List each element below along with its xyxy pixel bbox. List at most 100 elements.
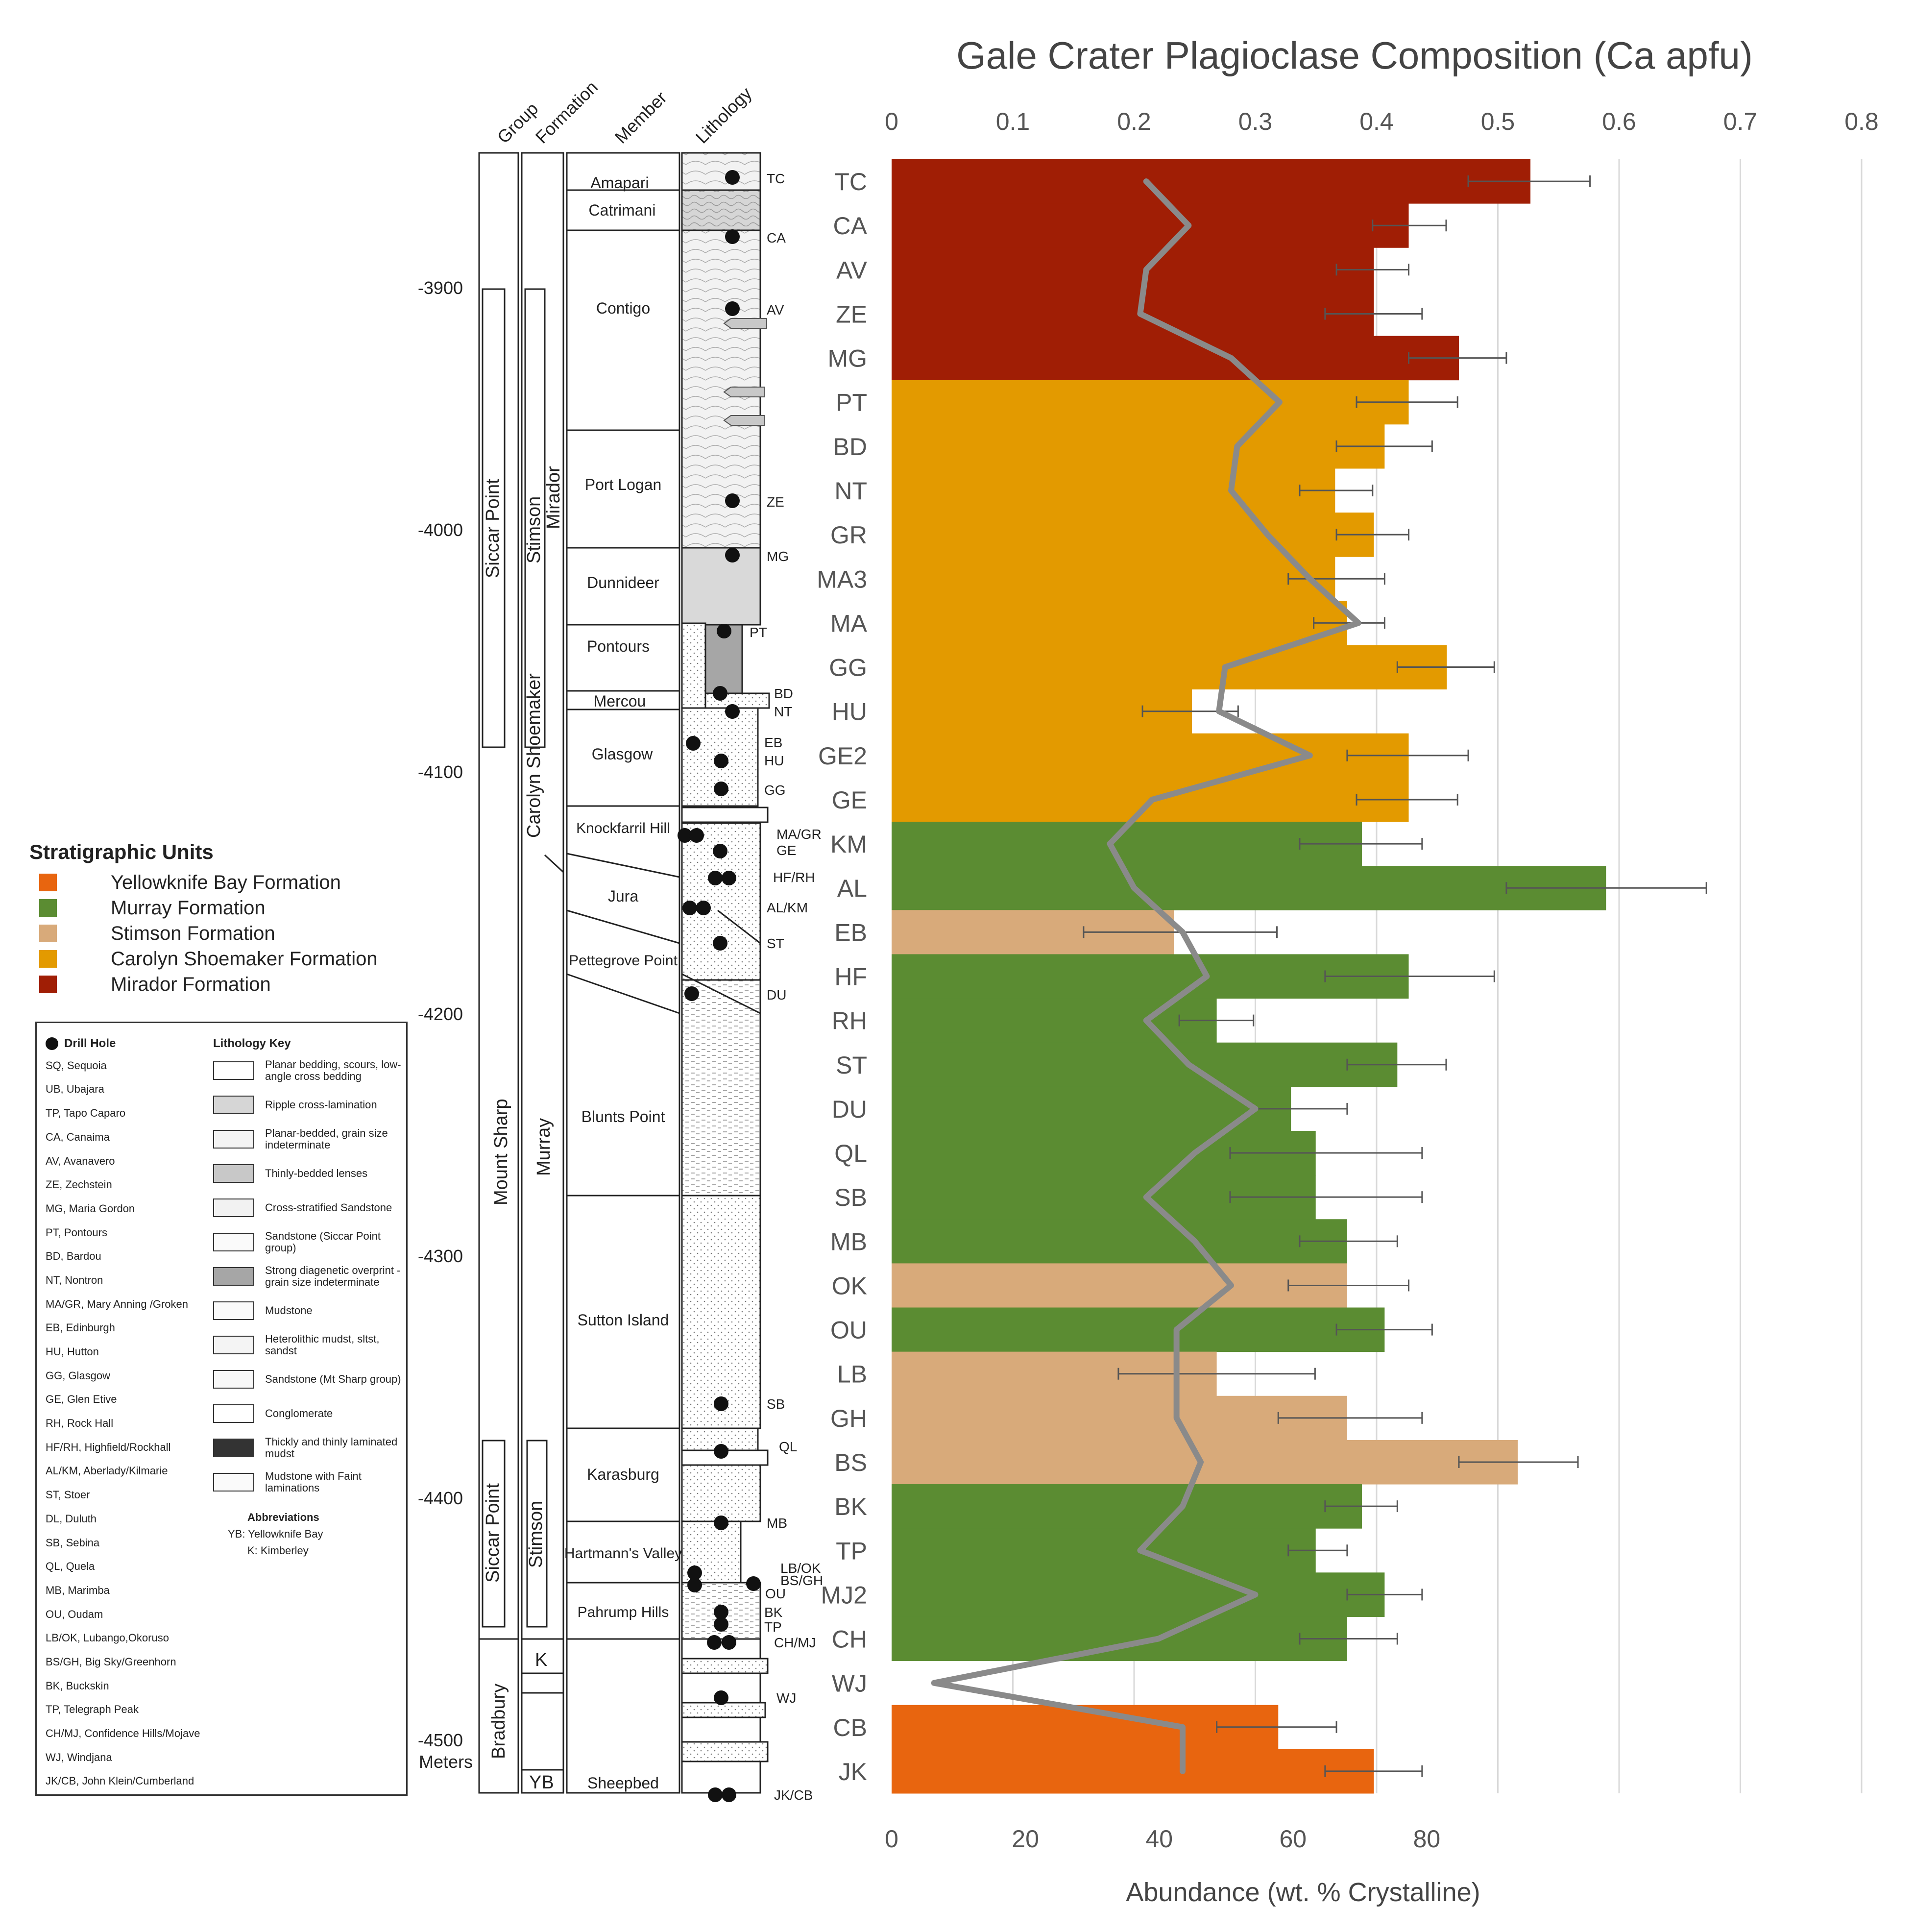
bar-av bbox=[892, 247, 1374, 292]
category-label: HU bbox=[832, 698, 867, 726]
bar-gg bbox=[892, 645, 1447, 690]
bar-mj2 bbox=[892, 1572, 1385, 1617]
error-bar-ge bbox=[1356, 793, 1458, 806]
member-pettegrove: Pettegrove Point bbox=[569, 953, 678, 969]
abbr-k: K: Kimberley bbox=[247, 1544, 309, 1557]
stratigraphic-column: Group Formation Member Lithology Siccar … bbox=[418, 77, 823, 1803]
category-label: MG bbox=[827, 345, 867, 372]
abbreviation-item: AV, Avanavero bbox=[46, 1154, 115, 1167]
error-bar-jk bbox=[1324, 1765, 1423, 1777]
lithology-swatch bbox=[213, 1267, 254, 1286]
lithology-item: Planar-bedded, grain size indeterminate bbox=[213, 1122, 409, 1156]
drill-label: SB bbox=[767, 1396, 785, 1412]
drill-holes bbox=[678, 170, 761, 1802]
error-bar-km bbox=[1299, 838, 1423, 850]
member-pahrump: Pahrump Hills bbox=[578, 1604, 669, 1620]
lithology-label: Sandstone (Siccar Point group) bbox=[265, 1229, 381, 1254]
category-label: ZE bbox=[836, 300, 867, 328]
drill-label: PT bbox=[750, 625, 767, 640]
category-label: MJ2 bbox=[821, 1581, 867, 1609]
lithology-list: Planar bedding, scours, low-angle cross … bbox=[213, 1053, 409, 1499]
abbreviation-item: ZE, Zechstein bbox=[46, 1178, 112, 1191]
lithology-column bbox=[681, 152, 770, 1794]
top-tick-label: 0 bbox=[885, 108, 898, 135]
bottom-tick-label: 60 bbox=[1279, 1825, 1307, 1853]
lithology-label: Ripple cross-lamination bbox=[265, 1098, 377, 1111]
drill-label: MB bbox=[767, 1516, 787, 1531]
abbreviation-item: ST, Stoer bbox=[46, 1489, 90, 1501]
error-bar-ch bbox=[1299, 1633, 1398, 1645]
drill-label: HF/RH bbox=[773, 870, 815, 885]
lithology-label: Mudstone with Faint laminations bbox=[265, 1469, 362, 1494]
legend-swatch bbox=[39, 950, 57, 968]
error-bar-hf bbox=[1324, 970, 1495, 982]
abbreviation-item: OU, Oudam bbox=[46, 1608, 103, 1620]
member-sheepbed: Sheepbed bbox=[587, 1774, 659, 1792]
lithology-swatch bbox=[213, 1370, 254, 1389]
bar-mg bbox=[892, 336, 1459, 381]
thin-lenses bbox=[723, 318, 767, 426]
drill-label: CA bbox=[767, 230, 786, 245]
drill-labels: TC CA AV ZE MG PT BD NT EB HU GG MA/GR G… bbox=[750, 171, 823, 1803]
abbreviation-item: MA/GR, Mary Anning /Groken bbox=[46, 1297, 188, 1310]
drill-label: LB/OK bbox=[780, 1561, 821, 1576]
lithology-item: Sandstone (Siccar Point group) bbox=[213, 1225, 409, 1259]
member-labels: Amapari Catrimani Contigo Port Logan Dun… bbox=[564, 174, 682, 1792]
legend-label: Mirador Formation bbox=[111, 973, 271, 995]
bar-gr bbox=[892, 513, 1374, 557]
formation-label-mirador: Mirador bbox=[543, 466, 564, 529]
member-karasburg: Karasburg bbox=[587, 1466, 659, 1483]
error-bar-sb bbox=[1229, 1191, 1423, 1203]
header-formation: Formation bbox=[532, 77, 602, 147]
lithology-swatch bbox=[213, 1061, 254, 1080]
category-label: QL bbox=[834, 1140, 867, 1167]
error-bar-ou bbox=[1335, 1323, 1433, 1336]
category-labels: TC CA AV ZE MG PT BD NT GR MA3 MA GG HU GE2 GE KM AL EB HF… bbox=[817, 168, 867, 1785]
lithology-label: Cross-stratified Sandstone bbox=[265, 1201, 392, 1214]
error-bar-bk bbox=[1324, 1500, 1398, 1513]
drill-hole-heading: Drill Hole bbox=[46, 1034, 222, 1053]
category-label: BK bbox=[834, 1493, 867, 1520]
bar-ze bbox=[892, 292, 1374, 337]
drill-label: OU bbox=[765, 1586, 786, 1601]
stratigraphic-legend: Stratigraphic Units Yellowknife Bay Form… bbox=[29, 840, 421, 997]
lithology-key: Lithology Key Planar bedding, scours, lo… bbox=[213, 1034, 409, 1561]
drill-label: HU bbox=[764, 753, 784, 768]
error-bar-ze bbox=[1324, 308, 1423, 320]
abbreviations-title: Abbreviations bbox=[247, 1511, 319, 1523]
bottom-tick-label: 20 bbox=[1012, 1825, 1039, 1853]
abbreviation-item: MG, Maria Gordon bbox=[46, 1202, 135, 1215]
error-bar-nt bbox=[1299, 485, 1374, 497]
top-tick-label: 0.3 bbox=[1238, 108, 1273, 135]
abbreviation-item: SB, Sebina bbox=[46, 1536, 100, 1549]
lithology-item: Ripple cross-lamination bbox=[213, 1088, 409, 1122]
member-column bbox=[566, 152, 680, 1794]
bar-pt bbox=[892, 380, 1409, 425]
error-bar-ca bbox=[1372, 220, 1447, 232]
legend-label: Carolyn Shoemaker Formation bbox=[111, 948, 378, 970]
category-label: GH bbox=[830, 1405, 867, 1432]
category-label: SB bbox=[834, 1184, 867, 1211]
formation-label-murray: Murray bbox=[533, 1118, 554, 1176]
lithology-item: Heterolithic mudst, sltst, sandst bbox=[213, 1328, 409, 1362]
drill-label: NT bbox=[774, 704, 792, 719]
lithology-item: Thickly and thinly laminated mudst bbox=[213, 1431, 409, 1465]
error-bar-ql bbox=[1229, 1147, 1423, 1159]
member-hartmann: Hartmann's Valley bbox=[564, 1545, 682, 1562]
abbreviation-item: CA, Canaima bbox=[46, 1130, 110, 1143]
plagioclase-chart: Gale Crater Plagioclase Composition (Ca … bbox=[817, 34, 1879, 1907]
bottom-tick-label: 40 bbox=[1145, 1825, 1173, 1853]
drill-label: CH/MJ bbox=[774, 1635, 816, 1650]
bar-jk bbox=[892, 1749, 1374, 1794]
drill-hole-title: Drill Hole bbox=[64, 1037, 116, 1050]
error-bar-ok bbox=[1287, 1279, 1410, 1292]
drill-label: EB bbox=[764, 735, 782, 750]
abbreviation-item: JK/CB, John Klein/Cumberland bbox=[46, 1775, 194, 1787]
legend-item-stimson: Stimson Formation bbox=[29, 921, 421, 946]
column-headers: Group Formation Member Lithology bbox=[493, 77, 756, 147]
drill-label: QL bbox=[779, 1439, 797, 1454]
abbreviation-item: MB, Marimba bbox=[46, 1584, 110, 1596]
top-tick-label: 0.8 bbox=[1844, 108, 1879, 135]
category-label: EB bbox=[834, 919, 867, 946]
